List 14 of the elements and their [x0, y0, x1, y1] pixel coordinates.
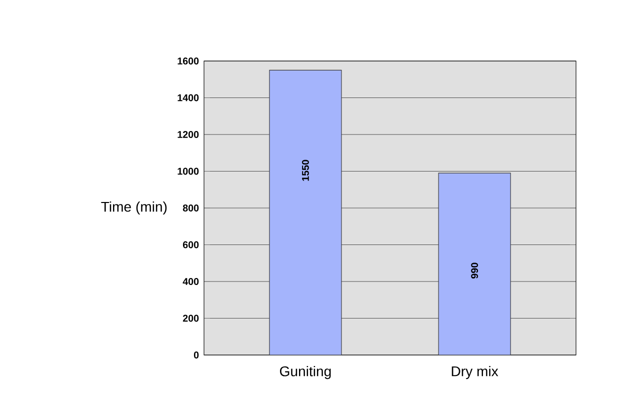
y-axis-title: Time (min)	[101, 201, 167, 215]
y-tick-label: 200	[182, 314, 199, 322]
x-tick-label: Guniting	[280, 366, 331, 380]
y-tick-label: 1600	[178, 58, 199, 64]
y-tick-label: 1200	[178, 131, 199, 138]
y-tick-label: 800	[182, 204, 199, 212]
y-tick-label: 1000	[178, 168, 199, 175]
x-tick-label: Dry mix	[452, 366, 498, 380]
y-tick-label: 600	[182, 241, 199, 248]
data-label: 1550	[302, 160, 309, 181]
y-tick-label: 0	[194, 352, 199, 358]
data-label: 990	[471, 262, 478, 278]
y-tick-label: 400	[182, 278, 199, 285]
y-tick-label: 1400	[178, 94, 199, 102]
